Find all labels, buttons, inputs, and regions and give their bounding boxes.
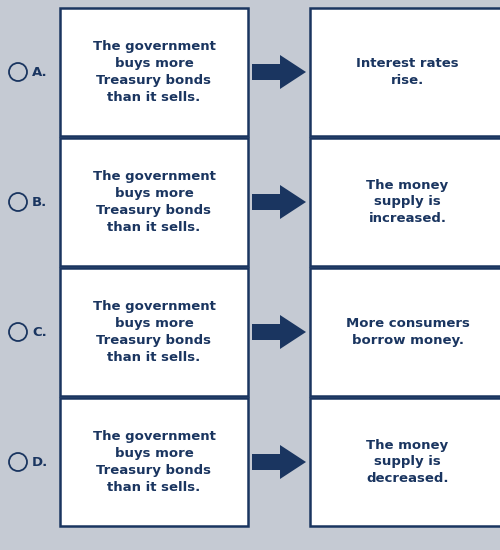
- Text: D.: D.: [32, 455, 48, 469]
- Text: The government
buys more
Treasury bonds
than it sells.: The government buys more Treasury bonds …: [92, 40, 216, 104]
- Bar: [60, 268, 248, 396]
- Text: The government
buys more
Treasury bonds
than it sells.: The government buys more Treasury bonds …: [92, 170, 216, 234]
- Bar: [310, 8, 500, 136]
- Polygon shape: [280, 315, 306, 349]
- Bar: [310, 268, 500, 396]
- Bar: [252, 194, 280, 210]
- Bar: [60, 138, 248, 266]
- Bar: [252, 324, 280, 340]
- Text: B.: B.: [32, 195, 47, 208]
- Bar: [310, 138, 500, 266]
- Text: C.: C.: [32, 326, 47, 338]
- Bar: [60, 8, 248, 136]
- Bar: [252, 454, 280, 470]
- Bar: [60, 398, 248, 526]
- Bar: [252, 64, 280, 80]
- Text: The money
supply is
increased.: The money supply is increased.: [366, 179, 448, 225]
- Polygon shape: [280, 55, 306, 89]
- Text: Interest rates
rise.: Interest rates rise.: [356, 57, 459, 87]
- Polygon shape: [280, 445, 306, 479]
- Text: More consumers
borrow money.: More consumers borrow money.: [346, 317, 470, 347]
- Bar: [310, 398, 500, 526]
- Polygon shape: [280, 185, 306, 219]
- Text: The government
buys more
Treasury bonds
than it sells.: The government buys more Treasury bonds …: [92, 300, 216, 364]
- Text: The government
buys more
Treasury bonds
than it sells.: The government buys more Treasury bonds …: [92, 430, 216, 494]
- Text: A.: A.: [32, 65, 48, 79]
- Text: The money
supply is
decreased.: The money supply is decreased.: [366, 438, 449, 486]
